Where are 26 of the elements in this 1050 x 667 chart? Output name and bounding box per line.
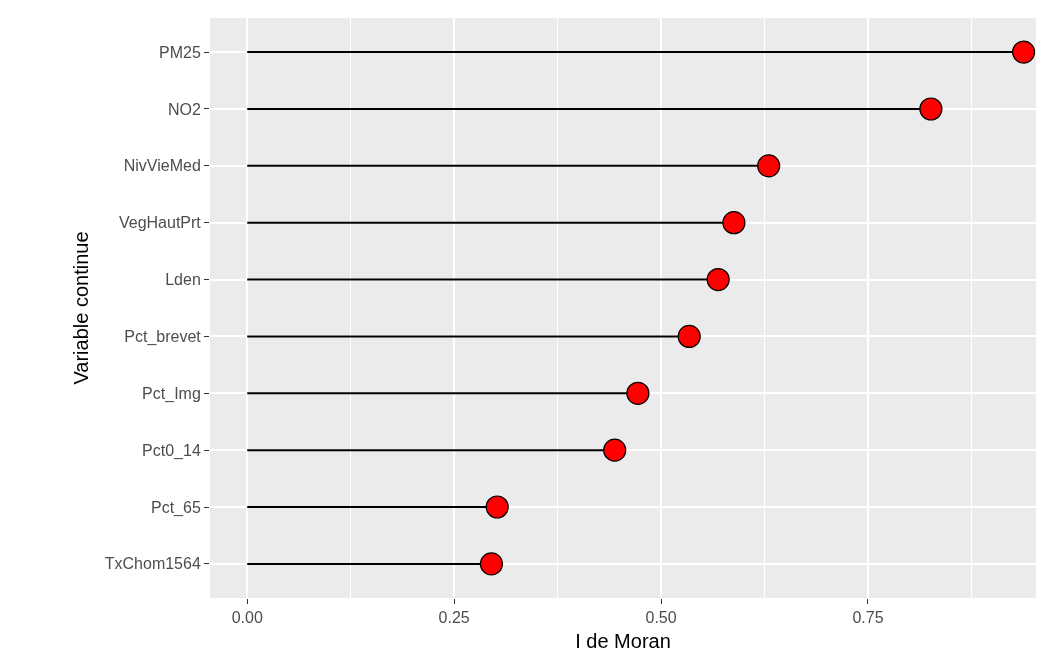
point xyxy=(706,267,730,292)
x-tick-label: 0.00 xyxy=(231,609,263,627)
y-tick-label: NivVieMed xyxy=(123,157,201,175)
x-tick-label: 0.25 xyxy=(438,609,470,627)
x-tick-label: 0.50 xyxy=(645,609,677,627)
y-tick-label: Pct_65 xyxy=(150,498,201,517)
point xyxy=(485,495,509,519)
x-axis-title: I de Moran xyxy=(575,629,671,652)
y-axis-title: Variable continue xyxy=(70,231,93,385)
point xyxy=(919,97,943,121)
y-tick-label: Pct_brevet xyxy=(124,328,202,347)
point xyxy=(603,438,627,462)
point xyxy=(677,324,701,349)
point xyxy=(479,552,503,576)
y-tick-label: Lden xyxy=(165,271,201,289)
x-tick-label: 0.75 xyxy=(852,609,884,627)
y-tick-label: NO2 xyxy=(167,100,201,118)
y-tick-label: PM25 xyxy=(159,43,201,61)
point xyxy=(722,211,746,235)
y-tick-label: TxChom1564 xyxy=(104,555,201,573)
y-tick-label: Pct_Img xyxy=(142,384,201,403)
point xyxy=(626,381,650,405)
y-tick-label: VegHautPrt xyxy=(118,214,202,232)
y-tick-label: Pct0_14 xyxy=(142,441,201,460)
point xyxy=(1012,40,1036,64)
point xyxy=(757,154,781,178)
